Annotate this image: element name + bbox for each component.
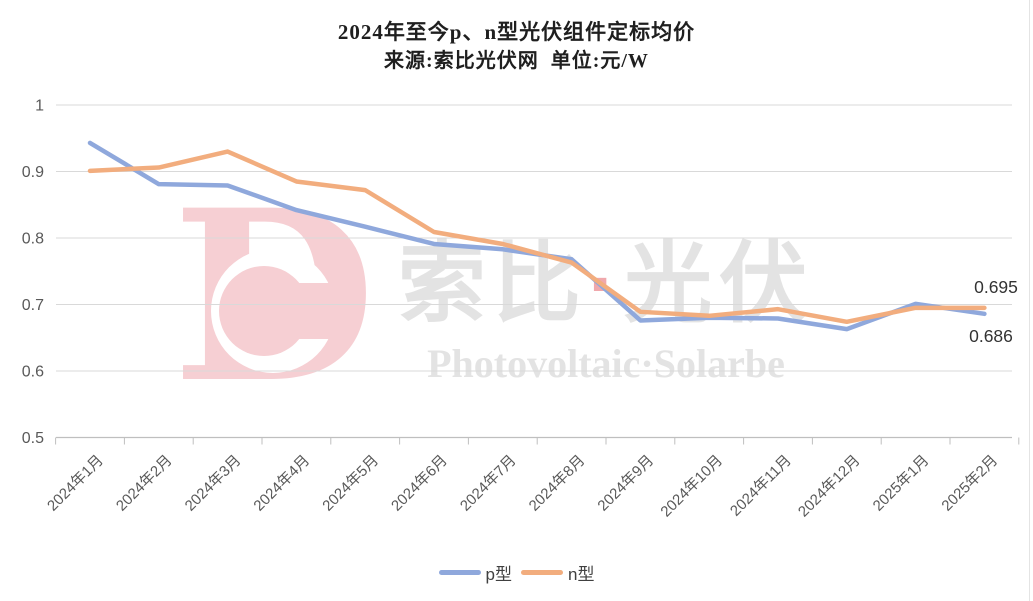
- legend-swatch-n-line: [521, 570, 563, 575]
- series-line-p型: [87, 140, 987, 332]
- series-line-n型: [87, 149, 987, 325]
- legend-label-p-type: p型: [485, 565, 512, 584]
- y-tick-label: 1: [35, 98, 44, 115]
- x-tick-label: 2024年2月: [113, 452, 176, 515]
- legend-item-p-type: p型: [438, 560, 512, 585]
- data-label-p-type: 0.686: [969, 326, 1013, 346]
- chart-subtitle: 来源:索比光伏网 单位:元/W: [384, 50, 649, 72]
- legend: p型 n型: [0, 560, 1033, 585]
- x-tick-label: 2024年4月: [250, 452, 313, 515]
- watermark-english-text: Photovoltaic·Solarbe: [427, 341, 785, 386]
- x-tick-label: 2025年1月: [870, 452, 933, 515]
- y-tick-label: 0.6: [22, 364, 44, 381]
- legend-swatch-p-line: [438, 570, 481, 575]
- x-tick-label: 2024年6月: [388, 452, 451, 515]
- y-tick-label: 0.5: [22, 430, 44, 447]
- y-tick-label: 0.9: [22, 164, 44, 181]
- legend-label-n-type: n型: [568, 565, 595, 584]
- y-tick-label: 0.7: [22, 297, 44, 314]
- x-tick-label: 2024年10月: [657, 452, 726, 521]
- x-tick-label: 2024年8月: [526, 452, 589, 515]
- x-tick-label: 2025年2月: [938, 452, 1001, 515]
- x-tick-label: 2024年12月: [795, 452, 864, 521]
- x-tick-label: 2024年9月: [594, 452, 657, 515]
- y-tick-label: 0.8: [22, 231, 44, 248]
- x-tick-label: 2024年1月: [44, 452, 107, 515]
- x-tick-label: 2024年11月: [727, 452, 795, 520]
- data-label-n-type: 0.695: [974, 277, 1018, 297]
- x-tick-label: 2024年7月: [457, 452, 520, 515]
- chart-title: 2024年至今p、n型光伏组件定标均价: [337, 20, 696, 44]
- legend-item-n-type: n型: [521, 560, 594, 585]
- x-tick-label: 2024年3月: [182, 452, 245, 515]
- x-tick-label: 2024年5月: [319, 452, 382, 515]
- right-border-line: [1029, 0, 1030, 601]
